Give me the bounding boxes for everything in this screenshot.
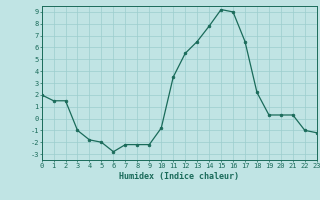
- X-axis label: Humidex (Indice chaleur): Humidex (Indice chaleur): [119, 172, 239, 181]
